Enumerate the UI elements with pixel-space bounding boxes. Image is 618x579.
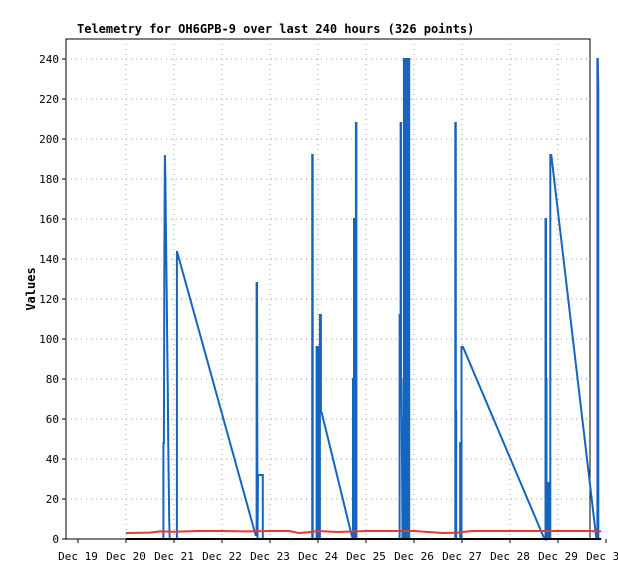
x-tick-label: Dec 24 — [298, 550, 338, 563]
y-axis-label: Values — [24, 267, 38, 310]
series-line-0 — [162, 58, 600, 542]
x-tick-label: Dec 25 — [346, 550, 386, 563]
y-tick-label: 0 — [52, 533, 59, 546]
grid-lines — [66, 39, 590, 539]
chart-title: Telemetry for OH6GPB-9 over last 240 hou… — [77, 22, 475, 36]
x-tick-label: Dec 19 — [58, 550, 98, 563]
y-axis-ticks: 0 20 40 60 80 100 120 140 160 180 200 220 240 — [39, 53, 66, 546]
y-tick-label: 80 — [46, 373, 59, 386]
y-tick-label: 180 — [39, 173, 59, 186]
x-axis-ticks: Dec 19 Dec 20 Dec 21 Dec 22 Dec 23 Dec 24 Dec … — [58, 539, 618, 563]
x-tick-label: Dec 20 — [106, 550, 146, 563]
x-tick-label: Dec 22 — [202, 550, 242, 563]
y-tick-label: 100 — [39, 333, 59, 346]
x-tick-label: Dec 27 — [442, 550, 482, 563]
x-tick-label: Dec 29 — [538, 550, 578, 563]
y-tick-label: 60 — [46, 413, 59, 426]
x-tick-label: Dec 28 — [490, 550, 530, 563]
x-tick-label: Dec 23 — [250, 550, 290, 563]
y-tick-label: 40 — [46, 453, 59, 466]
x-tick-label: Dec 30 — [586, 550, 618, 563]
x-tick-label: Dec 26 — [394, 550, 434, 563]
series-line-1 — [125, 529, 602, 535]
y-tick-label: 240 — [39, 53, 59, 66]
y-tick-label: 20 — [46, 493, 59, 506]
plot-area — [65, 38, 591, 540]
y-tick-label: 120 — [39, 293, 59, 306]
series-layer — [125, 58, 602, 542]
x-tick-label: Dec 21 — [154, 550, 194, 563]
y-tick-label: 200 — [39, 133, 59, 146]
y-tick-label: 160 — [39, 213, 59, 226]
y-tick-label: 220 — [39, 93, 59, 106]
y-tick-label: 140 — [39, 253, 59, 266]
